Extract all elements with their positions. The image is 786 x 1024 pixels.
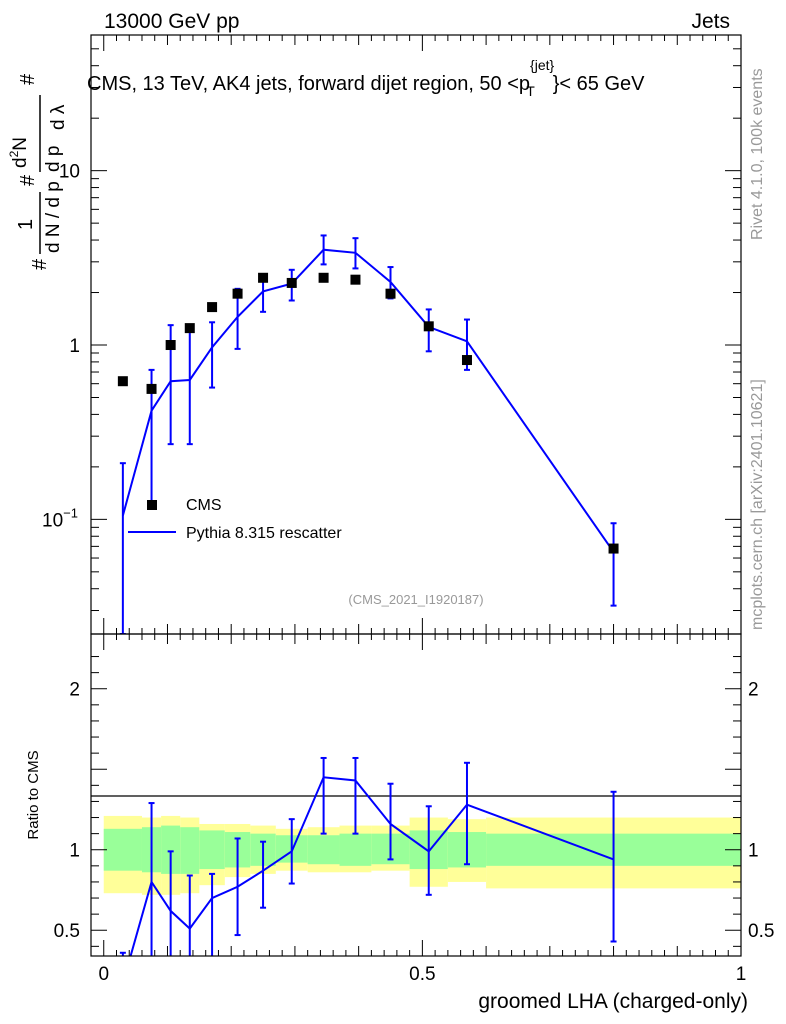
green-band-segment <box>339 833 372 866</box>
pythia-curve <box>121 248 615 553</box>
svg-text:d2N: d2N <box>7 137 31 168</box>
ratio-y-tick-label-left: 0.5 <box>54 921 80 942</box>
cms-data-point <box>184 323 195 334</box>
ratio-y-tick-label-left: 1 <box>69 841 80 862</box>
cms-data-point <box>385 288 396 299</box>
cms-data-point <box>117 376 128 387</box>
cms-data-point <box>165 340 176 351</box>
y-axis-label: # 1 d N / d p # d2N d p # d λ <box>7 73 69 270</box>
green-band-segment <box>161 825 181 874</box>
green-band-segment <box>199 830 225 870</box>
x-tick-label: 0 <box>98 964 109 985</box>
ratio-plot-series <box>119 756 617 956</box>
cms-data-point <box>207 302 218 313</box>
legend-pythia-label: Pythia 8.315 rescatter <box>186 525 342 542</box>
cms-data-point <box>350 274 361 285</box>
cms-data-point <box>423 321 434 332</box>
cms-data-point <box>286 277 297 288</box>
main-y-tick-label: 10−1 <box>42 505 78 531</box>
green-band-segment <box>307 835 340 865</box>
cms-data-point <box>232 288 243 299</box>
ratio-y-tick-label-left: 2 <box>69 680 80 701</box>
axis-tick-labels: 10−1 1 10 0 0.5 1 0.5 0.5 1 1 2 2 <box>42 162 774 985</box>
cms-data-point <box>258 272 269 283</box>
svg-text:#: # <box>29 258 51 270</box>
main-plot-frame <box>90 34 742 635</box>
cms-data-point <box>461 355 472 366</box>
cms-data-point <box>318 272 329 283</box>
analysis-tag: (CMS_2021_I1920187) <box>348 592 483 607</box>
ratio-y-tick-label-right: 0.5 <box>748 921 774 942</box>
ratio-y-axis-label: Ratio to CMS <box>25 750 42 839</box>
chart-title: CMS, 13 TeV, AK4 jets, forward dijet reg… <box>87 57 645 99</box>
svg-text:d p: d p <box>43 146 64 172</box>
x-axis-label: groomed LHA (charged-only) <box>478 990 748 1013</box>
svg-text:#: # <box>17 73 39 85</box>
ratio-plot-frame <box>90 633 742 957</box>
svg-text:d λ: d λ <box>48 104 69 130</box>
main-y-tick-label: 1 <box>69 336 80 357</box>
cms-data-point <box>146 383 157 394</box>
legend-cms-marker <box>147 500 157 510</box>
ratio-curve <box>129 776 614 956</box>
rivet-label: Rivet 4.1.0, 100k events <box>749 68 766 240</box>
axis-ticks <box>91 34 742 956</box>
svg-text:1: 1 <box>15 219 37 230</box>
ratio-y-tick-label-right: 1 <box>748 841 759 862</box>
legend-cms-label: CMS <box>186 497 222 514</box>
x-tick-label: 1 <box>736 964 747 985</box>
svg-text:#: # <box>17 174 39 186</box>
x-tick-label: 0.5 <box>409 964 435 985</box>
ratio-y-tick-label-right: 2 <box>748 680 759 701</box>
svg-text:d N / d p: d N / d p <box>43 181 64 253</box>
main-y-tick-label: 10 <box>59 162 80 183</box>
header-left: 13000 GeV pp <box>104 10 239 33</box>
mcplots-label: mcplots.cern.ch [arXiv:2401.10621] <box>749 379 766 630</box>
main-plot-series <box>117 234 619 634</box>
green-band-segment <box>180 827 200 874</box>
ratio-uncertainty-bands <box>103 815 741 895</box>
header-right: Jets <box>691 10 730 33</box>
cms-data-point <box>608 543 619 554</box>
green-band-segment <box>103 828 142 871</box>
